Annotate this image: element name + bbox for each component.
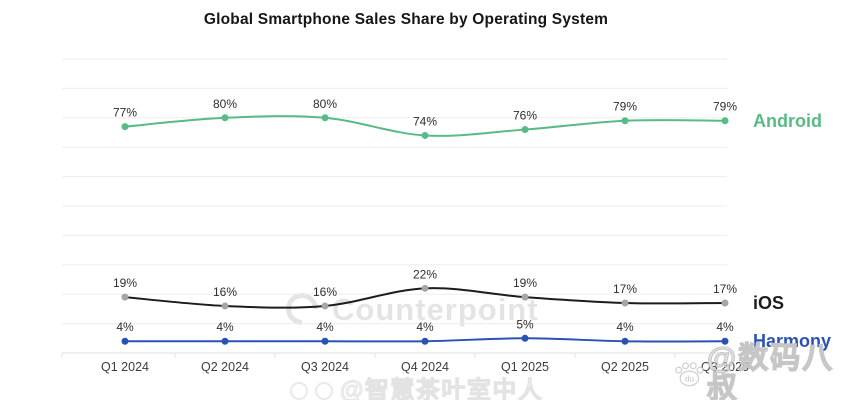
android-data-point-marker: [321, 114, 329, 122]
x-axis-label: Q2 2024: [201, 360, 249, 374]
android-data-point-marker: [121, 123, 129, 131]
android-data-point-marker: [721, 117, 729, 125]
harmony-data-point-marker: [421, 337, 429, 345]
data-label: 19%: [113, 276, 137, 290]
data-label: 17%: [713, 282, 737, 296]
series-label-harmony: Harmony: [753, 331, 832, 352]
x-axis-label: Q4 2024: [401, 360, 449, 374]
data-label: 74%: [413, 114, 437, 128]
data-label: 4%: [116, 320, 134, 334]
series-label-android: Android: [753, 110, 822, 131]
baidu-paw-icon: du: [675, 362, 704, 387]
data-label: 79%: [713, 100, 737, 114]
harmony-data-point-marker: [621, 337, 629, 345]
chart-title: Global Smartphone Sales Share by Operati…: [203, 11, 609, 28]
data-label: 80%: [313, 97, 337, 111]
data-label: 17%: [613, 282, 637, 296]
harmony-data-point-marker: [521, 334, 529, 342]
x-axis-label: Q1 2025: [501, 360, 549, 374]
series-label-ios: iOS: [753, 293, 785, 314]
harmony-data-point-marker: [121, 337, 129, 345]
bottom-center-watermark: @智慧茶叶室中人: [290, 377, 544, 400]
ios-data-point-marker: [421, 284, 429, 292]
data-label: 77%: [113, 106, 137, 120]
android-data-point-marker: [421, 131, 429, 139]
data-label: 4%: [716, 320, 734, 334]
paw-badge-text: du: [685, 374, 695, 383]
data-label: 22%: [413, 267, 437, 281]
bottom-right-watermark: du @数码八叔: [672, 342, 861, 400]
ios-data-point-marker: [621, 299, 629, 307]
counterpoint-logo-icon: [279, 286, 325, 332]
ios-data-point-marker: [121, 293, 129, 301]
x-axis-label: Q2 2025: [601, 360, 649, 374]
harmony-data-point-marker: [221, 337, 229, 345]
android-line: [124, 115, 726, 137]
data-label: 4%: [616, 320, 634, 334]
data-label: 19%: [513, 276, 537, 290]
data-label: 79%: [613, 100, 637, 114]
x-axis-label: Q3 2024: [301, 360, 349, 374]
harmony-line: [124, 337, 726, 343]
bottom-right-watermark-text: @数码八叔: [706, 342, 835, 400]
x-axis-label: Q1 2024: [101, 360, 149, 374]
data-label: 80%: [213, 97, 237, 111]
ios-data-point-marker: [721, 299, 729, 307]
at-circle-icon: [315, 382, 333, 400]
data-label: 4%: [216, 320, 234, 334]
counterpoint-watermark-text: Counterpoint: [332, 291, 539, 327]
data-label: 76%: [513, 109, 537, 123]
counterpoint-watermark: Counterpoint: [279, 286, 539, 332]
android-data-point-marker: [521, 126, 529, 134]
ios-data-point-marker: [221, 302, 229, 310]
data-label: 16%: [213, 285, 237, 299]
bottom-center-watermark-text: @智慧茶叶室中人: [339, 377, 544, 400]
android-data-point-marker: [621, 117, 629, 125]
android-data-point-marker: [221, 114, 229, 122]
share-circle-icon: [290, 382, 308, 400]
harmony-data-point-marker: [321, 337, 329, 345]
